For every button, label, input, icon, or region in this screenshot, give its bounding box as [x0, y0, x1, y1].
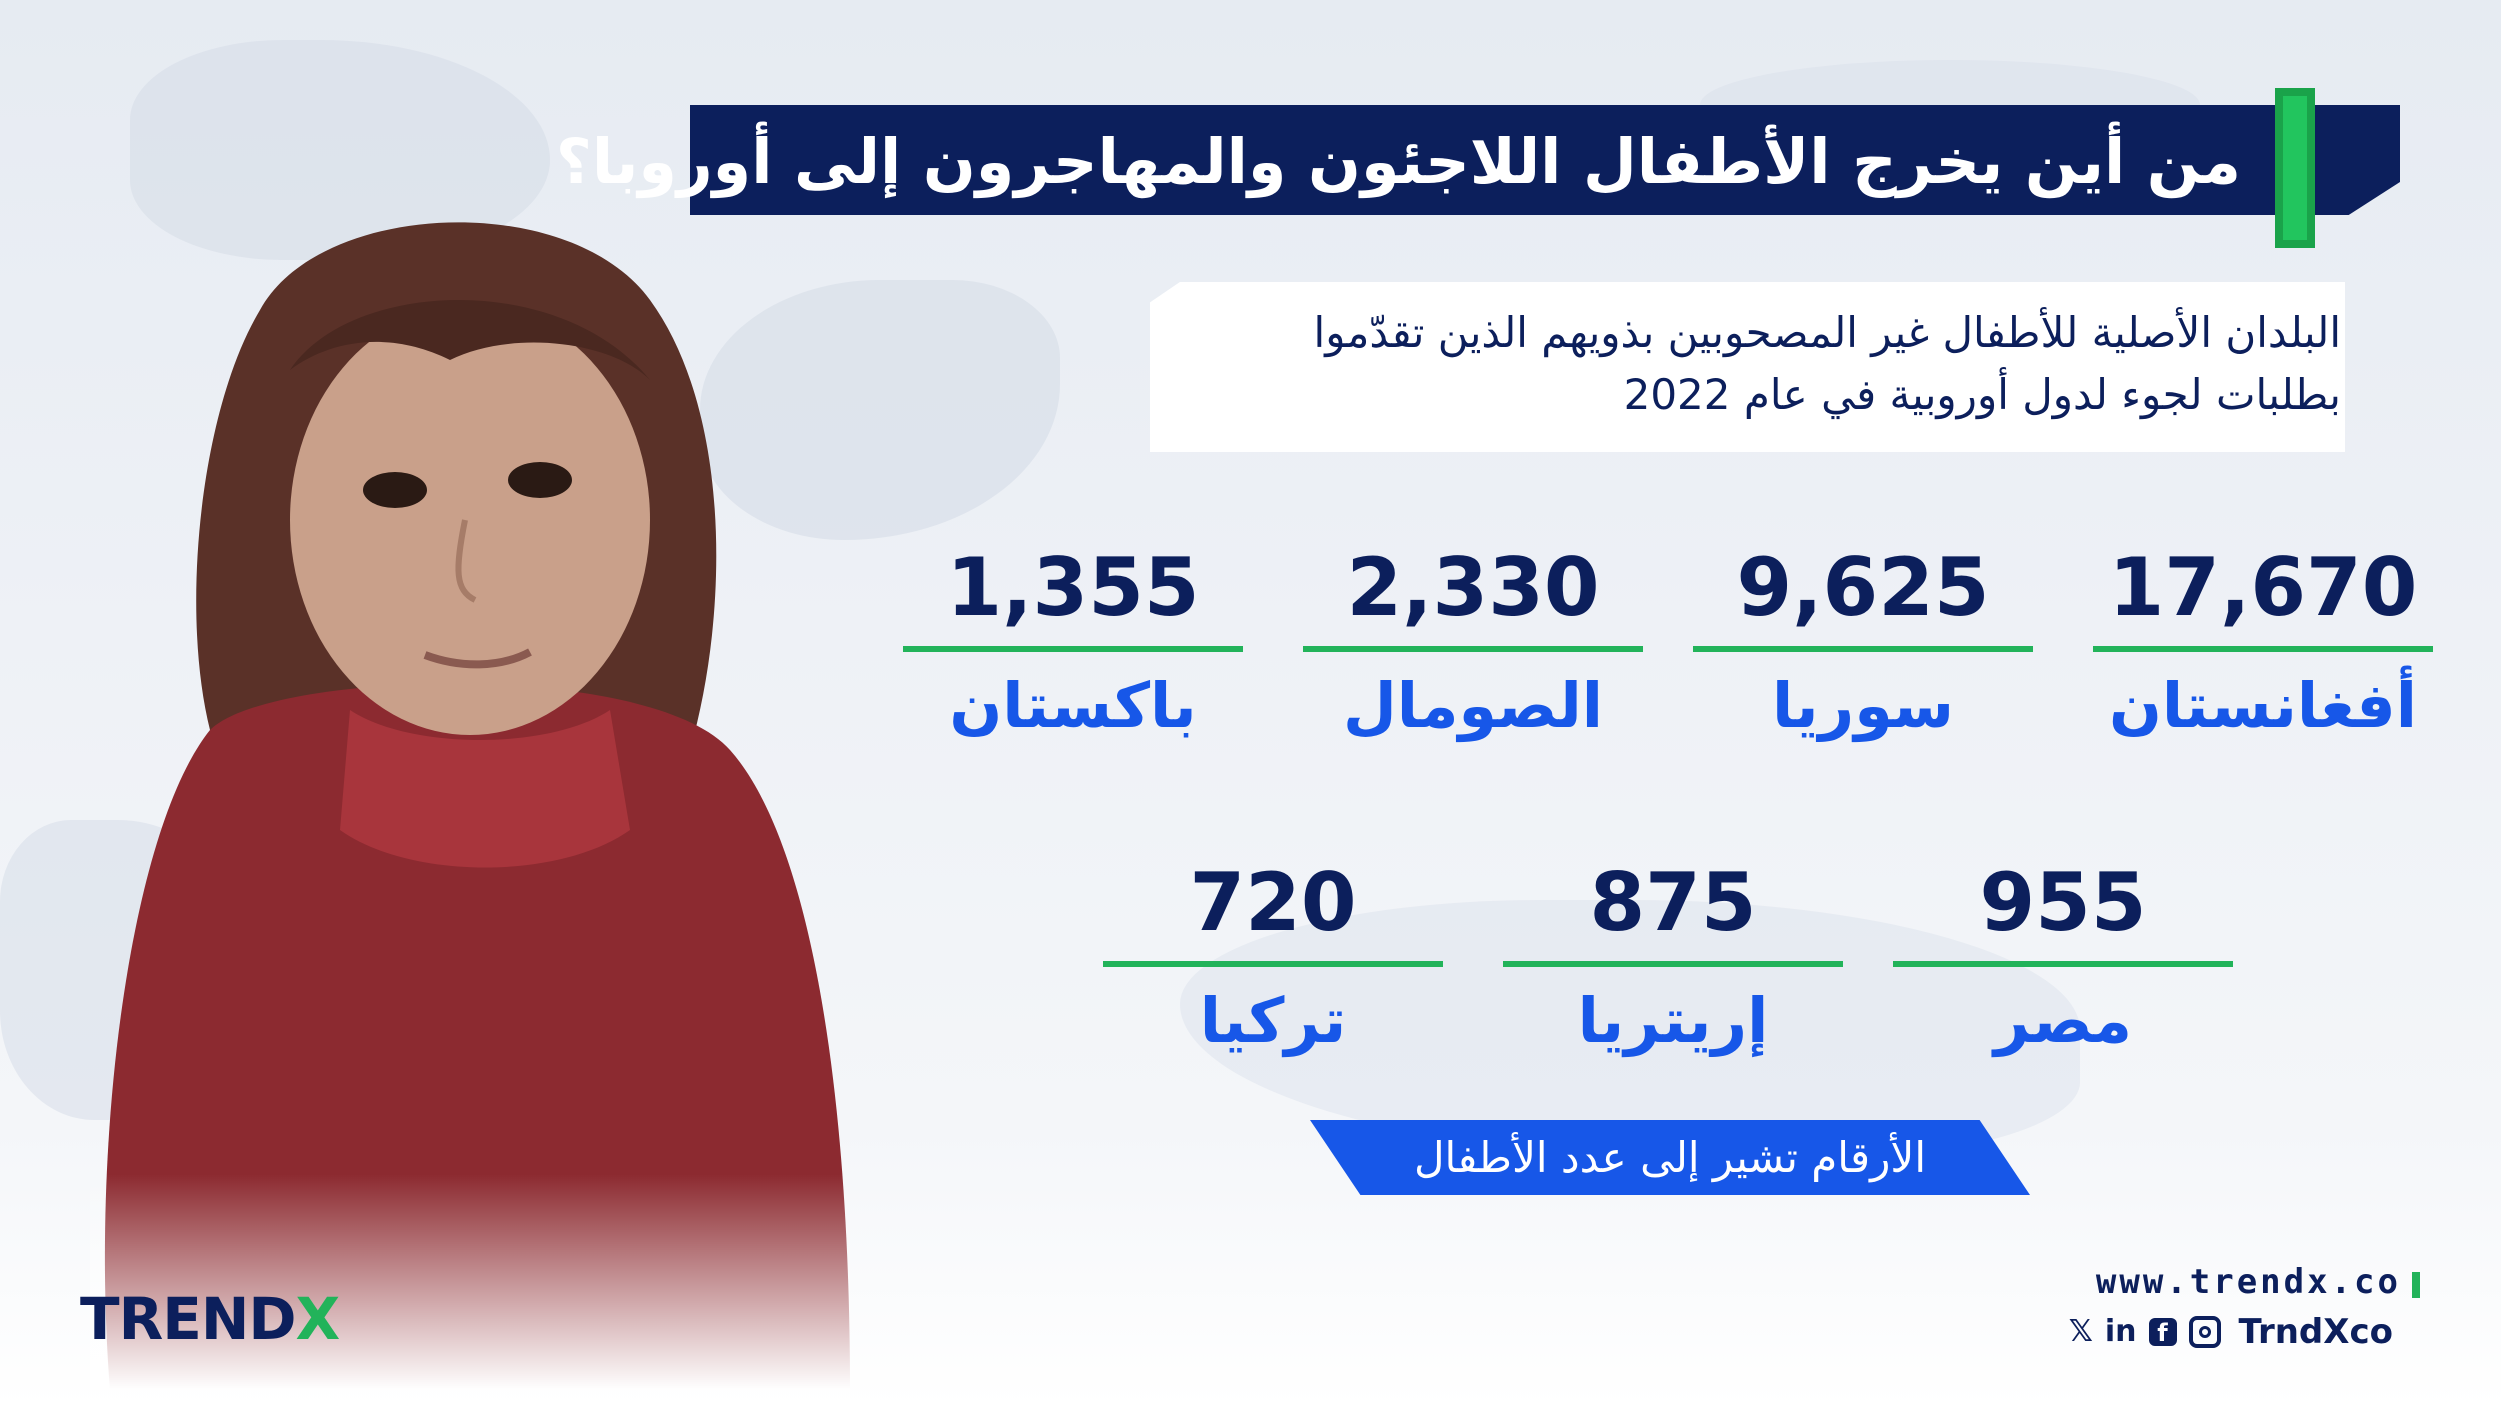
- stat-value: 1,355: [946, 541, 1200, 634]
- stat-divider: [1503, 961, 1843, 967]
- stat-value: 720: [1189, 856, 1357, 949]
- x-icon[interactable]: 𝕏: [2068, 1314, 2093, 1349]
- social-handle[interactable]: TrndXco: [2238, 1312, 2394, 1352]
- stat-eritrea: 875 إريتريا: [1503, 855, 1843, 1061]
- stat-divider: [1303, 646, 1643, 652]
- subtitle-line: بطلبات لجوء لدول أوروبية في عام 2022: [1623, 370, 2341, 419]
- stat-somalia: 2,330 الصومال: [1303, 540, 1643, 746]
- trendx-logo: TRENDX: [80, 1285, 341, 1353]
- stat-country: تركيا: [1199, 984, 1347, 1057]
- logo-main: TREND: [80, 1285, 297, 1353]
- social-links: 𝕏 in f TrndXco: [2069, 1312, 2393, 1352]
- stat-divider: [903, 646, 1243, 652]
- website-url[interactable]: www.trendx.co: [2095, 1262, 2401, 1302]
- stat-value: 17,670: [2108, 541, 2418, 634]
- note-text: الأرقام تشير إلى عدد الأطفال: [1413, 1133, 1927, 1182]
- stat-value: 875: [1589, 856, 1757, 949]
- facebook-icon[interactable]: f: [2148, 1318, 2177, 1347]
- stat-afghanistan: 17,670 أفغانستان: [2093, 540, 2433, 746]
- title-banner: [690, 105, 2400, 215]
- title-accent-bar: [2275, 88, 2315, 248]
- note-banner: [1310, 1120, 2030, 1195]
- stat-value: 9,625: [1736, 541, 1990, 634]
- stat-value: 955: [1979, 856, 2147, 949]
- stat-country: باكستان: [949, 669, 1197, 742]
- url-accent-bar: [2412, 1272, 2420, 1298]
- stat-egypt: 955 مصر: [1893, 855, 2233, 1061]
- stat-divider: [2093, 646, 2433, 652]
- linkedin-icon[interactable]: in: [2104, 1314, 2137, 1349]
- stat-country: سوريا: [1771, 669, 1955, 742]
- stat-syria: 9,625 سوريا: [1693, 540, 2033, 746]
- instagram-icon[interactable]: [2188, 1316, 2221, 1348]
- stat-pakistan: 1,355 باكستان: [903, 540, 1243, 746]
- stat-value: 2,330: [1346, 541, 1600, 634]
- child-photo: [90, 190, 850, 1390]
- stat-divider: [1893, 961, 2233, 967]
- stat-country: إريتريا: [1577, 984, 1769, 1057]
- stat-country: مصر: [1993, 984, 2133, 1057]
- stat-turkey: 720 تركيا: [1103, 855, 1443, 1061]
- stat-divider: [1693, 646, 2033, 652]
- stat-country: الصومال: [1343, 669, 1603, 742]
- subtitle-box: [1150, 282, 2345, 452]
- stat-country: أفغانستان: [2108, 669, 2417, 742]
- stat-divider: [1103, 961, 1443, 967]
- page-title: من أين يخرج الأطفال اللاجئون والمهاجرون …: [555, 125, 2241, 198]
- subtitle-line: البلدان الأصلية للأطفال غير المصحوبين بذ…: [1313, 308, 2341, 357]
- subtitle: البلدان الأصلية للأطفال غير المصحوبين بذ…: [1181, 302, 2341, 426]
- logo-accent: X: [295, 1285, 341, 1353]
